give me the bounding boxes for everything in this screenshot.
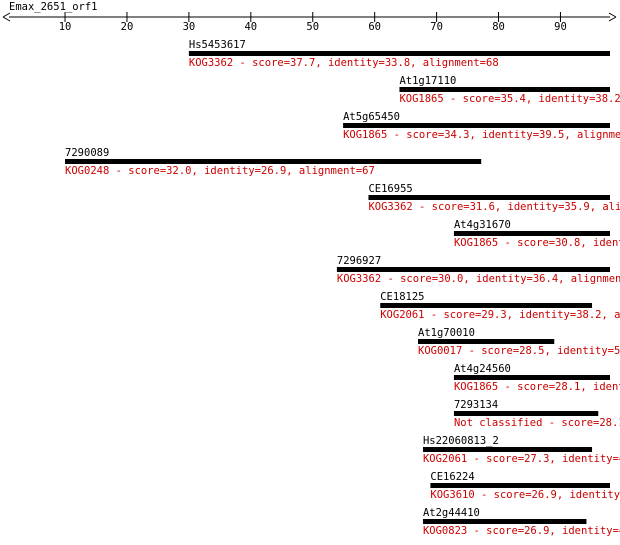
hit-label: KOG1865 - score=30.8, identi <box>454 237 620 249</box>
hit-label: KOG3362 - score=30.0, identity=36.4, ali… <box>337 273 620 285</box>
x-tick-label: 30 <box>183 21 196 33</box>
hit-bar <box>453 411 599 416</box>
hit-name: CE18125 <box>380 291 424 303</box>
hit-bar <box>422 447 593 452</box>
hit-label: KOG1865 - score=28.1, identi <box>454 381 620 393</box>
hit-name: At2g44410 <box>423 507 480 519</box>
hit-bar <box>430 483 610 488</box>
hit-name: CE16955 <box>368 183 412 195</box>
hit-bar <box>418 339 555 344</box>
hit-bar <box>453 375 610 380</box>
x-tick-label: 70 <box>430 21 443 33</box>
hit-label: KOG3362 - score=37.7, identity=33.8, ali… <box>189 57 499 69</box>
hit-name: At4g31670 <box>454 219 511 231</box>
chart-title: Emax_2651_orf1 <box>9 1 98 13</box>
hit-name: At1g17110 <box>399 75 456 87</box>
hit-bar <box>453 231 610 236</box>
x-tick-label: 20 <box>121 21 134 33</box>
hit-name: 7296927 <box>337 255 381 267</box>
x-tick-label: 80 <box>492 21 505 33</box>
x-tick-label: 90 <box>554 21 567 33</box>
hit-bar <box>343 123 610 128</box>
axis-arrows <box>2 12 617 22</box>
hit-bar <box>368 195 610 200</box>
hit-name: 7293134 <box>454 399 498 411</box>
hit-bar <box>380 303 593 308</box>
hit-bar <box>188 51 610 56</box>
hit-label: KOG1865 - score=34.3, identity=39.5, ali… <box>343 129 620 141</box>
hit-bar <box>336 267 610 272</box>
hit-label: KOG0823 - score=26.9, identity=42 <box>423 525 620 537</box>
hit-label: KOG0017 - score=28.5, identity=50, <box>418 345 620 357</box>
hit-label: KOG3362 - score=31.6, identity=35.9, ali… <box>368 201 620 213</box>
x-tick-label: 60 <box>368 21 381 33</box>
hit-bar <box>399 87 610 92</box>
hit-name: Hs5453617 <box>189 39 246 51</box>
hit-label: KOG3610 - score=26.9, identity=4 <box>430 489 620 501</box>
hit-label: Not classified - score=28.1, <box>454 417 620 429</box>
x-tick-label: 10 <box>59 21 72 33</box>
hit-name: CE16224 <box>430 471 474 483</box>
hit-label: KOG1865 - score=35.4, identity=38.2, ali… <box>399 93 620 105</box>
hit-label: KOG0248 - score=32.0, identity=26.9, ali… <box>65 165 375 177</box>
hit-name: At1g70010 <box>418 327 475 339</box>
hit-name: 7290089 <box>65 147 109 159</box>
hit-name: Hs22060813_2 <box>423 435 499 447</box>
hit-bar <box>65 159 482 164</box>
x-tick-label: 40 <box>244 21 257 33</box>
x-tick-label: 50 <box>306 21 319 33</box>
hit-label: KOG2061 - score=29.3, identity=38.2, ali… <box>380 309 620 321</box>
hit-bar <box>422 519 587 524</box>
hit-label: KOG2061 - score=27.3, identity=48 <box>423 453 620 465</box>
hit-name: At4g24560 <box>454 363 511 375</box>
hit-name: At5g65450 <box>343 111 400 123</box>
